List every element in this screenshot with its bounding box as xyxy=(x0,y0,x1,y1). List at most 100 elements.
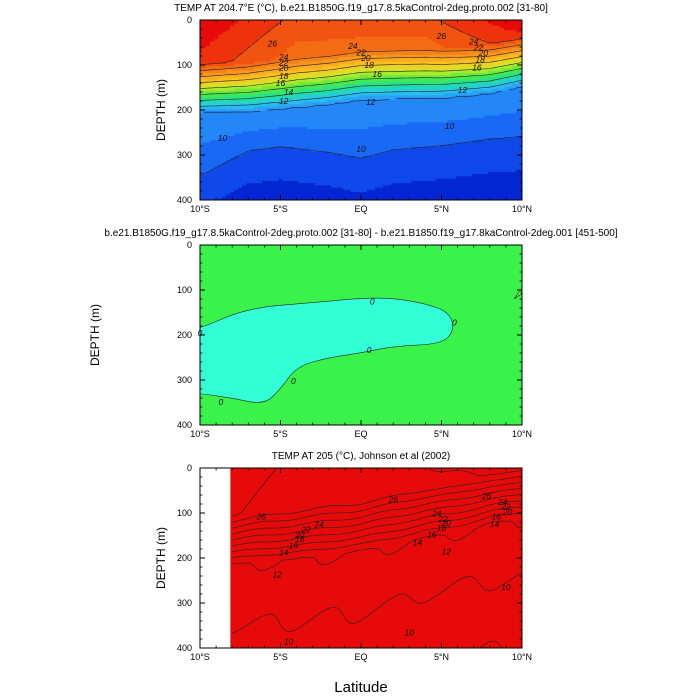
heatmap-cell xyxy=(399,27,404,31)
heatmap-cell xyxy=(419,86,424,90)
heatmap-cell xyxy=(338,144,344,148)
heatmap-cell xyxy=(487,117,493,121)
heatmap-cell xyxy=(314,144,320,148)
heatmap-cell xyxy=(234,79,239,83)
heatmap-cell xyxy=(354,133,360,137)
heatmap-cell xyxy=(314,129,320,132)
heatmap-cell xyxy=(491,81,497,85)
heatmap-cell xyxy=(495,93,501,96)
heatmap-cell xyxy=(350,133,356,137)
heatmap-cell xyxy=(399,45,404,49)
heatmap-cell xyxy=(254,54,259,58)
heatmap-cell xyxy=(230,93,235,96)
heatmap-cell xyxy=(278,129,284,132)
heatmap-cell xyxy=(200,34,203,38)
heatmap-cell xyxy=(262,36,268,40)
heatmap-cell xyxy=(495,52,501,56)
heatmap-cell xyxy=(254,45,259,49)
heatmap-cell xyxy=(298,115,304,119)
heatmap-cell xyxy=(338,79,344,83)
heatmap-cell xyxy=(358,68,364,72)
heatmap-cell xyxy=(499,41,505,45)
heatmap-cell xyxy=(334,138,340,141)
heatmap-cell xyxy=(515,147,521,150)
heatmap-cell xyxy=(423,54,429,58)
heatmap-cell xyxy=(487,25,493,29)
heatmap-cell xyxy=(479,45,485,49)
heatmap-cell xyxy=(298,124,304,128)
heatmap-cell xyxy=(407,108,412,112)
heatmap-cell xyxy=(367,20,372,22)
heatmap-cell xyxy=(202,111,207,114)
heatmap-cell xyxy=(519,61,522,65)
heatmap-cell xyxy=(483,151,489,155)
heatmap-cell xyxy=(350,93,356,96)
heatmap-cell xyxy=(459,122,465,126)
heatmap-cell xyxy=(491,106,497,110)
heatmap-cell xyxy=(290,90,296,94)
heatmap-cell xyxy=(210,111,215,114)
heatmap-cell xyxy=(206,61,211,65)
heatmap-cell xyxy=(451,115,457,119)
heatmap-cell xyxy=(363,90,368,94)
heatmap-cell xyxy=(471,88,477,92)
heatmap-cell xyxy=(270,54,276,58)
heatmap-cell xyxy=(467,133,473,137)
heatmap-cell xyxy=(363,30,368,33)
heatmap-cell xyxy=(234,147,239,150)
heatmap-cell xyxy=(431,142,437,146)
heatmap-cell xyxy=(447,72,453,76)
heatmap-cell xyxy=(250,48,255,51)
heatmap-cell xyxy=(435,153,441,157)
heatmap-cell xyxy=(238,151,243,155)
heatmap-cell xyxy=(274,50,280,54)
heatmap-cell xyxy=(310,122,316,126)
heatmap-cell xyxy=(354,138,360,141)
heatmap-cell xyxy=(350,97,356,101)
heatmap-cell xyxy=(218,95,223,99)
heatmap-cell xyxy=(254,140,259,144)
heatmap-cell xyxy=(314,36,320,40)
heatmap-cell xyxy=(346,32,352,36)
heatmap-cell xyxy=(238,25,243,29)
heatmap-cell xyxy=(254,30,259,33)
heatmap-cell xyxy=(423,34,429,38)
heatmap-cell xyxy=(487,30,493,33)
heatmap-cell xyxy=(278,97,284,101)
heatmap-cell xyxy=(499,66,505,69)
heatmap-cell xyxy=(439,111,445,114)
heatmap-cell xyxy=(411,81,416,85)
heatmap-cell xyxy=(230,151,235,155)
heatmap-cell xyxy=(302,117,308,121)
heatmap-cell xyxy=(342,133,348,137)
heatmap-cell xyxy=(318,95,324,99)
heatmap-cell xyxy=(210,25,215,29)
heatmap-cell xyxy=(322,36,328,40)
heatmap-cell xyxy=(218,133,223,137)
heatmap-cell xyxy=(451,61,457,65)
heatmap-cell xyxy=(471,135,477,139)
heatmap-cell xyxy=(270,52,276,56)
heatmap-cell xyxy=(519,66,522,69)
heatmap-cell xyxy=(363,117,368,121)
heatmap-cell xyxy=(294,39,300,42)
heatmap-cell xyxy=(290,153,296,157)
heatmap-cell xyxy=(226,90,231,94)
heatmap-cell xyxy=(511,88,517,92)
heatmap-cell xyxy=(314,126,320,130)
heatmap-cell xyxy=(375,66,380,69)
heatmap-cell xyxy=(515,149,521,153)
heatmap-cell xyxy=(515,140,521,144)
heatmap-cell xyxy=(350,63,356,67)
heatmap-cell xyxy=(387,133,392,137)
heatmap-cell xyxy=(379,117,384,121)
heatmap-cell xyxy=(387,135,392,139)
heatmap-cell xyxy=(202,81,207,85)
heatmap-cell xyxy=(306,81,312,85)
heatmap-cell xyxy=(431,25,437,29)
heatmap-cell xyxy=(487,61,493,65)
heatmap-cell xyxy=(399,113,404,117)
heatmap-cell xyxy=(435,117,441,121)
heatmap-cell xyxy=(294,102,300,105)
heatmap-cell xyxy=(218,27,223,31)
